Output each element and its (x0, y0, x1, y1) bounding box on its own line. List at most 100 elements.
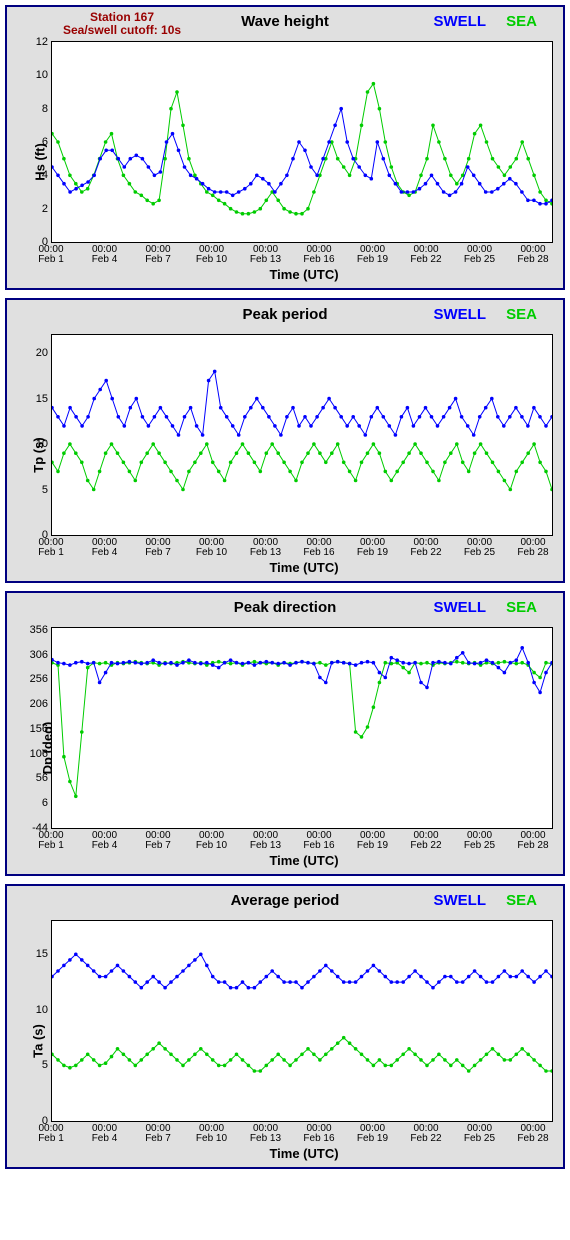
ytick: 15 (36, 393, 48, 405)
ytick: 20 (36, 347, 48, 359)
xtick: 00:00Feb 28 (513, 831, 553, 851)
ytick: 356 (30, 624, 48, 636)
x-axis-label: Time (UTC) (51, 267, 557, 282)
ytick: 56 (36, 772, 48, 784)
legend: SWELL SEA (433, 599, 537, 616)
station-label: Station 167 Sea/swell cutoff: 10s (63, 11, 181, 37)
panel-header: Peak direction SWELL SEA (13, 597, 557, 627)
xtick: 00:00Feb 13 (246, 1124, 286, 1144)
xtick: 00:00Feb 22 (406, 1124, 446, 1144)
xtick: 00:00Feb 19 (353, 245, 393, 265)
xtick: 00:00Feb 4 (85, 538, 125, 558)
xtick: 00:00Feb 4 (85, 831, 125, 851)
y-axis: 051015 (24, 921, 50, 1121)
xtick: 00:00Feb 16 (299, 245, 339, 265)
ytick: 10 (36, 438, 48, 450)
xtick: 00:00Feb 7 (138, 538, 178, 558)
panel-header: Average period SWELL SEA (13, 890, 557, 920)
xtick: 00:00Feb 28 (513, 1124, 553, 1144)
legend: SWELL SEA (433, 892, 537, 909)
xtick: 00:00Feb 25 (460, 538, 500, 558)
panel-header: Station 167 Sea/swell cutoff: 10s Wave h… (13, 11, 557, 41)
xtick: 00:00Feb 22 (406, 245, 446, 265)
chart-title: Average period (231, 892, 340, 909)
ytick: 5 (42, 484, 48, 496)
chart-title: Peak direction (234, 599, 337, 616)
xtick: 00:00Feb 25 (460, 831, 500, 851)
legend: SWELL SEA (433, 306, 537, 323)
xtick: 00:00Feb 13 (246, 831, 286, 851)
y-axis: -44656106156206256306356 (24, 628, 50, 828)
ytick: 5 (42, 1059, 48, 1071)
chart-title: Wave height (241, 13, 329, 30)
ytick: 6 (42, 797, 48, 809)
ytick: 8 (42, 103, 48, 115)
ytick: 6 (42, 136, 48, 148)
plot-wrap: Tp (s) 05101520 00:00Feb 100:00Feb 400:0… (51, 334, 557, 575)
xtick: 00:00Feb 19 (353, 1124, 393, 1144)
peak-period-panel: Peak period SWELL SEA Tp (s) 05101520 00… (5, 298, 565, 583)
x-axis-label: Time (UTC) (51, 853, 557, 868)
panel-header: Peak period SWELL SEA (13, 304, 557, 334)
ytick: 4 (42, 169, 48, 181)
y-axis: 024681012 (24, 42, 50, 242)
legend-sea: SEA (506, 13, 537, 30)
xtick: 00:00Feb 7 (138, 831, 178, 851)
xtick: 00:00Feb 16 (299, 538, 339, 558)
xtick: 00:00Feb 28 (513, 245, 553, 265)
xtick: 00:00Feb 10 (192, 538, 232, 558)
xtick: 00:00Feb 10 (192, 245, 232, 265)
ytick: 306 (30, 649, 48, 661)
xtick: 00:00Feb 28 (513, 538, 553, 558)
xtick: 00:00Feb 25 (460, 1124, 500, 1144)
xtick: 00:00Feb 22 (406, 831, 446, 851)
cutoff-label: Sea/swell cutoff: 10s (63, 24, 181, 37)
plot-area: 05101520 (51, 334, 553, 536)
plot-area: 051015 (51, 920, 553, 1122)
legend-swell: SWELL (433, 599, 486, 616)
ytick: 10 (36, 69, 48, 81)
average-period-panel: Average period SWELL SEA Ta (s) 051015 0… (5, 884, 565, 1169)
xtick: 00:00Feb 7 (138, 245, 178, 265)
xtick: 00:00Feb 13 (246, 245, 286, 265)
chart-svg (52, 335, 552, 535)
ytick: 10 (36, 1004, 48, 1016)
chart-svg (52, 921, 552, 1121)
chart-title: Peak period (242, 306, 327, 323)
xtick: 00:00Feb 4 (85, 245, 125, 265)
xtick: 00:00Feb 7 (138, 1124, 178, 1144)
legend-sea: SEA (506, 306, 537, 323)
legend-swell: SWELL (433, 306, 486, 323)
plot-area: -44656106156206256306356 (51, 627, 553, 829)
xtick: 00:00Feb 22 (406, 538, 446, 558)
xtick: 00:00Feb 25 (460, 245, 500, 265)
xtick: 00:00Feb 10 (192, 1124, 232, 1144)
xtick: 00:00Feb 10 (192, 831, 232, 851)
peak-direction-panel: Peak direction SWELL SEA Dp (deg) -44656… (5, 591, 565, 876)
xtick: 00:00Feb 16 (299, 831, 339, 851)
ytick: 156 (30, 723, 48, 735)
xtick: 00:00Feb 16 (299, 1124, 339, 1144)
legend-sea: SEA (506, 599, 537, 616)
plot-area: 024681012 (51, 41, 553, 243)
ytick: 256 (30, 673, 48, 685)
xtick: 00:00Feb 1 (31, 831, 71, 851)
plot-wrap: Ta (s) 051015 00:00Feb 100:00Feb 400:00F… (51, 920, 557, 1161)
x-axis-label: Time (UTC) (51, 1146, 557, 1161)
ytick: 206 (30, 698, 48, 710)
xtick: 00:00Feb 19 (353, 538, 393, 558)
ytick: 106 (30, 748, 48, 760)
xtick: 00:00Feb 1 (31, 245, 71, 265)
xtick: 00:00Feb 1 (31, 1124, 71, 1144)
legend-swell: SWELL (433, 892, 486, 909)
xtick: 00:00Feb 13 (246, 538, 286, 558)
ytick: 12 (36, 36, 48, 48)
ytick: 2 (42, 203, 48, 215)
wave-height-panel: Station 167 Sea/swell cutoff: 10s Wave h… (5, 5, 565, 290)
plot-wrap: Dp (deg) -44656106156206256306356 00:00F… (51, 627, 557, 868)
x-axis-label: Time (UTC) (51, 560, 557, 575)
xtick: 00:00Feb 4 (85, 1124, 125, 1144)
chart-svg (52, 42, 552, 242)
plot-wrap: Hs (ft) 024681012 00:00Feb 100:00Feb 400… (51, 41, 557, 282)
ytick: 15 (36, 948, 48, 960)
